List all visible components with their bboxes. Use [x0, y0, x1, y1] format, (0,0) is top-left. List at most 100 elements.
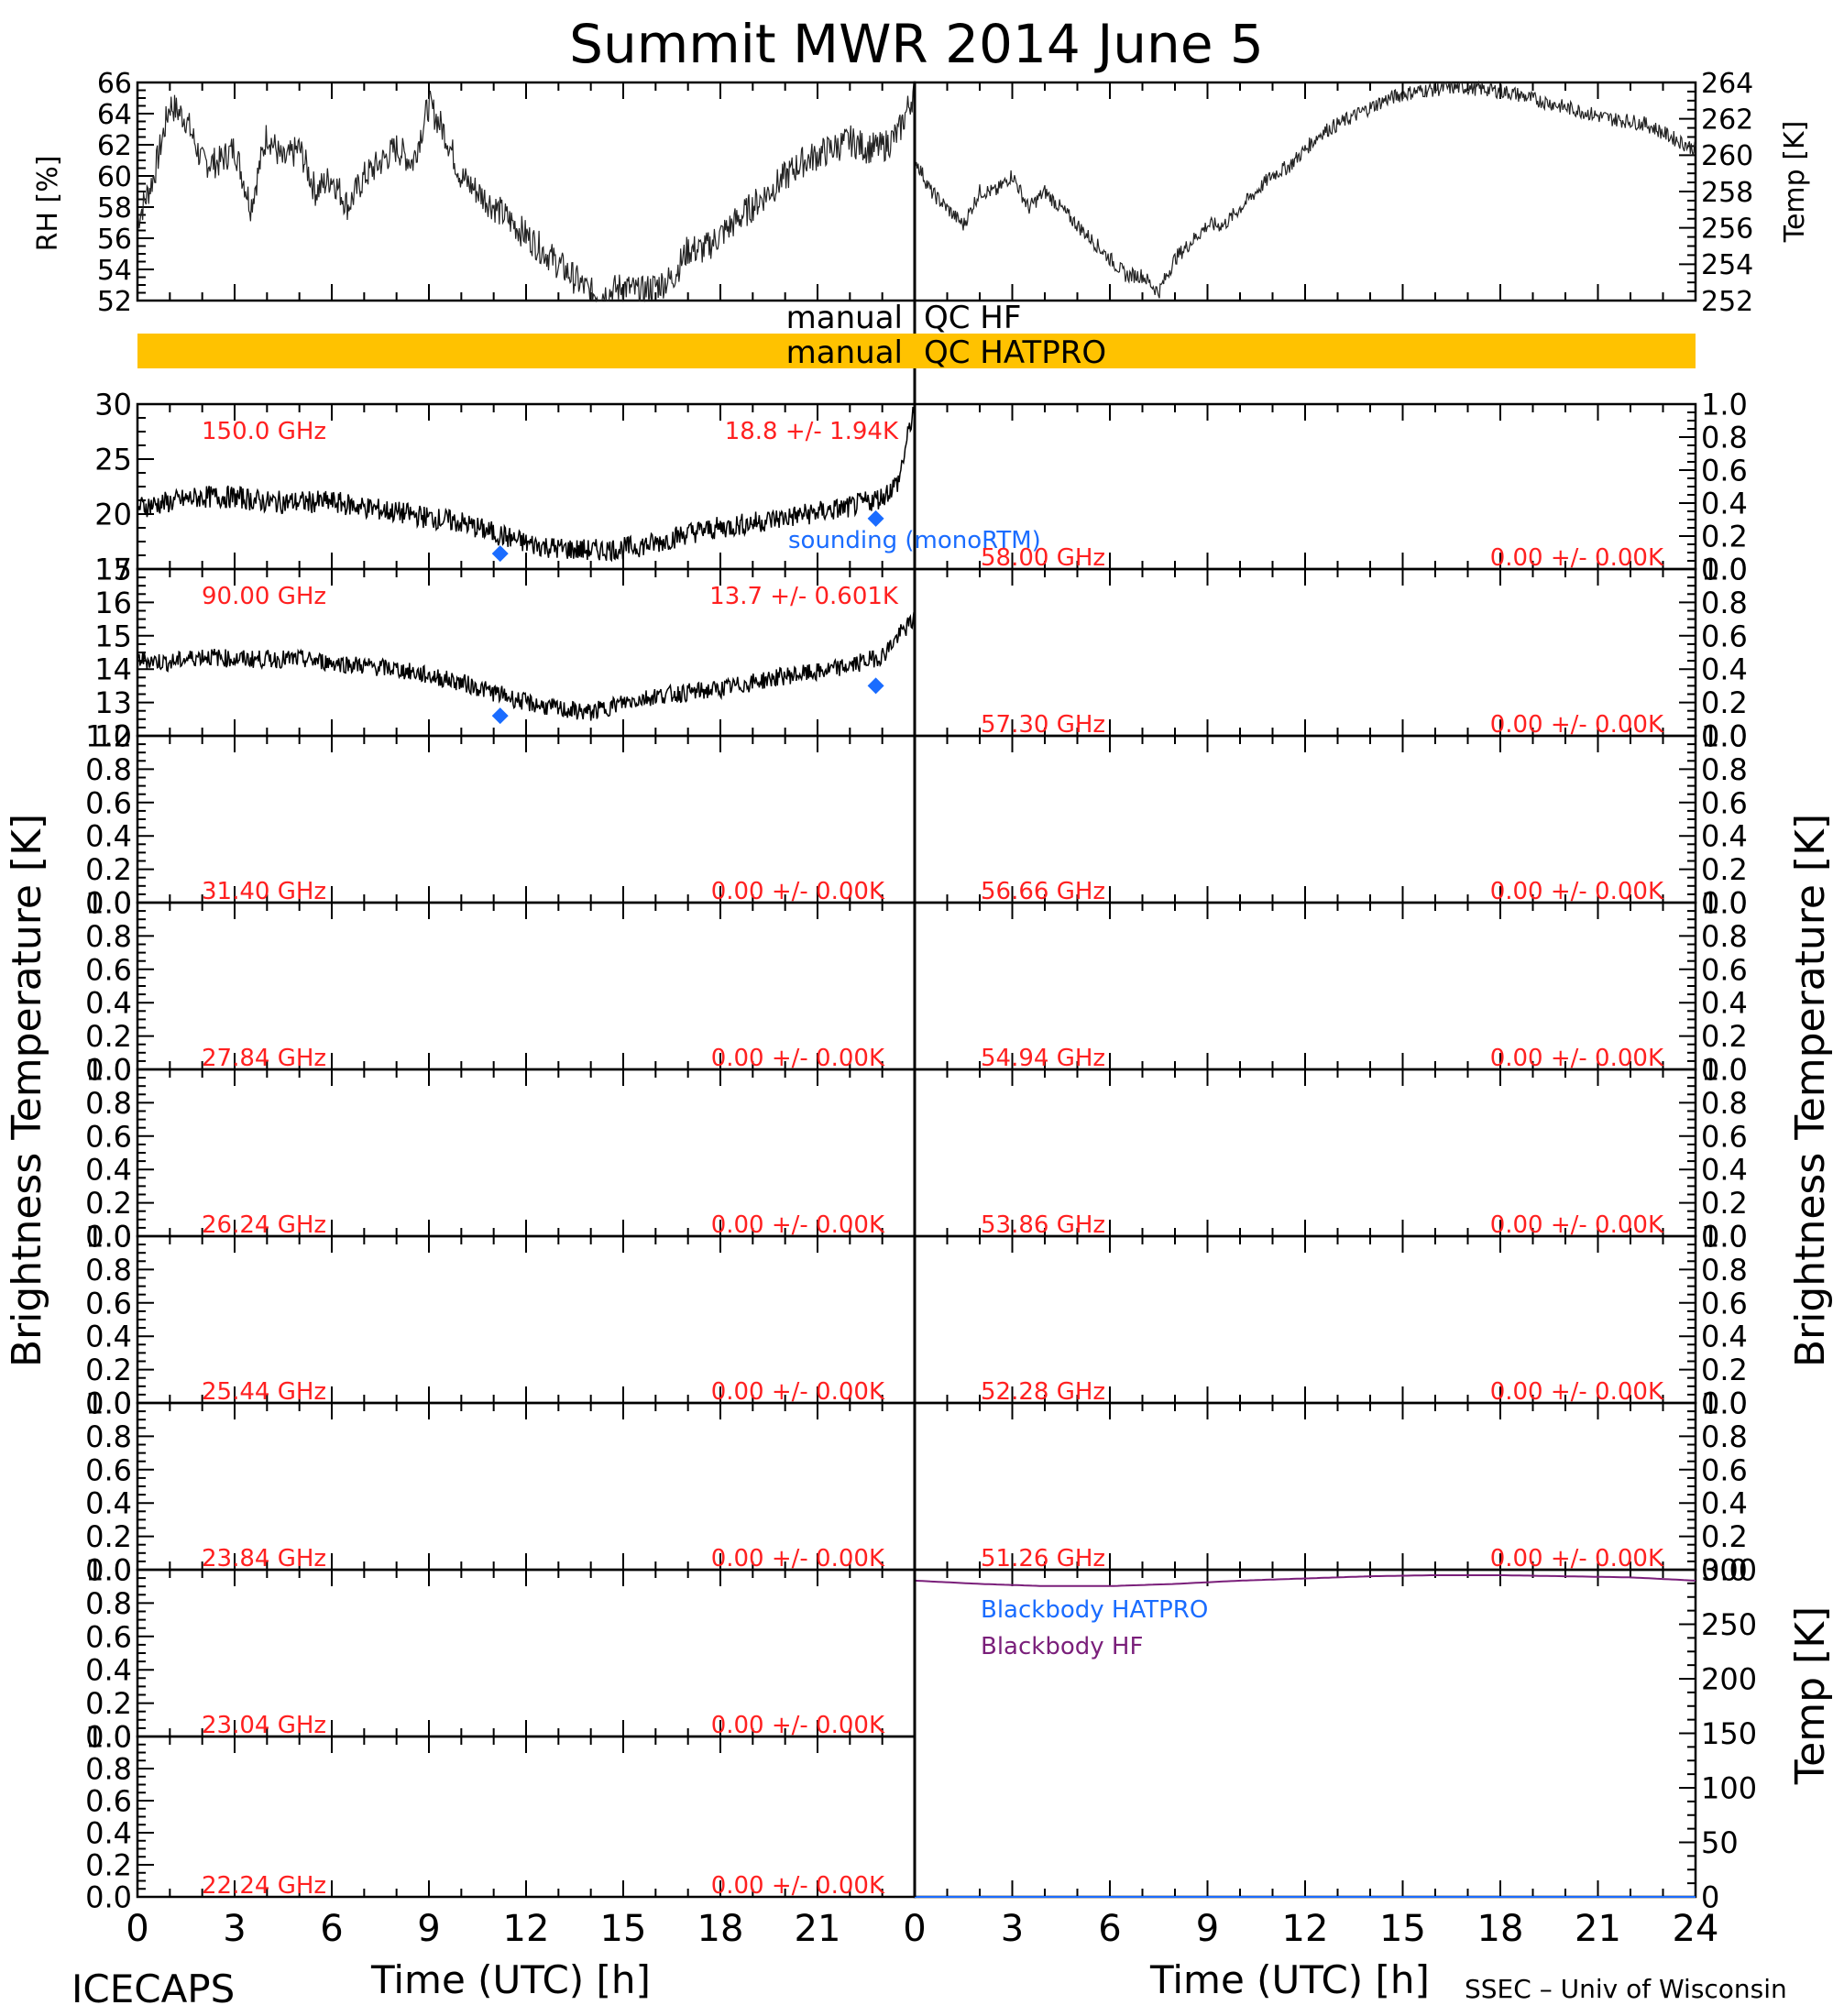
blackbody-hf-line [914, 1574, 1696, 1587]
left-tick-label: 0.4 [85, 1486, 132, 1521]
channel-stats: 0.00 +/- 0.00K [711, 878, 885, 905]
blackbody-tick-label: 300 [1701, 1553, 1757, 1588]
left-tick-label: 0.6 [85, 1452, 132, 1487]
right-tick-label: 0.0 [1701, 1053, 1748, 1088]
temp-trace [914, 80, 1696, 299]
left-tick-label: 0.2 [85, 1686, 132, 1721]
channel-stats: 0.00 +/- 0.00K [711, 1211, 885, 1239]
right-tick-label: 0.8 [1701, 1086, 1748, 1121]
left-tick-label: 0.0 [85, 1220, 132, 1255]
channel-stats: 0.00 +/- 0.00K [1490, 544, 1664, 572]
left-tick-label: 1.0 [85, 1720, 132, 1755]
right-tick-label: 0.0 [1701, 719, 1748, 754]
left-tick-label: 0.4 [85, 1320, 132, 1354]
left-tick-label: 0.6 [85, 1286, 132, 1320]
left-tick-label: 0.6 [85, 1119, 132, 1154]
channel-label: 54.94 GHz [981, 1045, 1105, 1072]
left-tick-label: 12 [94, 719, 132, 754]
rh-tick-label: 54 [97, 255, 132, 287]
temp-tick-label: 260 [1701, 140, 1753, 172]
left-tick-label: 0.8 [85, 1253, 132, 1287]
temp-tick-label: 252 [1701, 286, 1753, 318]
y-axis-label-right-bt: Brightness Temperature [K] [1787, 814, 1833, 1367]
temp-tick-label: 262 [1701, 104, 1753, 136]
left-tick-label: 1.0 [85, 886, 132, 921]
footer-right: SSEC – Univ of Wisconsin [1465, 1974, 1787, 2004]
right-tick-label: 1.0 [1701, 1053, 1748, 1088]
channel-label: 31.40 GHz [202, 878, 326, 905]
channel-stats: 0.00 +/- 0.00K [711, 1872, 885, 1900]
right-tick-label: 1.0 [1701, 553, 1748, 587]
x-tick-label: 3 [223, 1908, 246, 1950]
left-tick-label: 15 [94, 619, 132, 653]
sounding-marker [867, 677, 884, 695]
right-tick-label: 0.4 [1701, 819, 1748, 854]
left-tick-label: 16 [94, 586, 132, 620]
x-tick-label: 3 [1001, 1908, 1024, 1950]
channel-stats: 0.00 +/- 0.00K [711, 1545, 885, 1572]
channel-label: 150.0 GHz [202, 418, 326, 445]
y-axis-label-temp-bottom: Temp [K] [1787, 1606, 1833, 1785]
channel-stats: 0.00 +/- 0.00K [1490, 1378, 1664, 1406]
x-tick-label: 9 [417, 1908, 440, 1950]
right-tick-label: 0.8 [1701, 752, 1748, 787]
x-axis-label-right: Time (UTC) [h] [1149, 1957, 1430, 2002]
right-tick-label: 0.8 [1701, 586, 1748, 620]
left-tick-label: 0.0 [85, 1053, 132, 1088]
left-tick-label: 0.2 [85, 1019, 132, 1054]
channel-stats: 0.00 +/- 0.00K [1490, 1545, 1664, 1572]
left-tick-label: 0.4 [85, 986, 132, 1021]
left-tick-label: 0.6 [85, 1619, 132, 1654]
channel-label: 23.04 GHz [202, 1712, 326, 1739]
x-tick-label: 18 [697, 1908, 744, 1950]
channel-label: 26.24 GHz [202, 1211, 326, 1239]
left-tick-label: 0.6 [85, 1784, 132, 1819]
right-tick-label: 0.8 [1701, 421, 1748, 455]
rh-tick-label: 52 [97, 286, 132, 318]
channel-stats: 0.00 +/- 0.00K [711, 1045, 885, 1072]
left-tick-label: 0.2 [85, 1186, 132, 1221]
left-tick-label: 0.2 [85, 1848, 132, 1883]
left-tick-label: 0.0 [85, 1386, 132, 1421]
left-tick-label: 1.0 [85, 719, 132, 754]
left-tick-label: 0.6 [85, 952, 132, 987]
x-tick-label: 6 [1098, 1908, 1121, 1950]
right-tick-label: 0.6 [1701, 619, 1748, 653]
y-axis-label-rh: RH [%] [32, 156, 64, 252]
sounding-marker [491, 707, 509, 725]
right-tick-label: 0.0 [1701, 886, 1748, 921]
x-tick-label: 12 [1282, 1908, 1329, 1950]
left-tick-label: 0.8 [85, 1586, 132, 1621]
temp-tick-label: 258 [1701, 177, 1753, 209]
left-tick-label: 0.0 [85, 1720, 132, 1755]
left-tick-label: 13 [94, 685, 132, 720]
channel-label: 25.44 GHz [202, 1378, 326, 1406]
right-tick-label: 0.2 [1701, 1353, 1748, 1387]
right-tick-label: 0.2 [1701, 1019, 1748, 1054]
channel-stats: 0.00 +/- 0.00K [1490, 1045, 1664, 1072]
rh-trace [137, 82, 915, 303]
x-tick-label: 24 [1673, 1908, 1719, 1950]
qc-hf-left-label: manual [786, 300, 903, 336]
right-tick-label: 1.0 [1701, 1386, 1748, 1421]
qc-hf-right-label: QC HF [924, 300, 1021, 336]
temp-tick-label: 264 [1701, 68, 1753, 100]
right-tick-label: 0.4 [1701, 1153, 1748, 1188]
channel-label: 56.66 GHz [981, 878, 1105, 905]
left-tick-label: 0.8 [85, 1752, 132, 1787]
channel-label: 27.84 GHz [202, 1045, 326, 1072]
blackbody-tick-label: 200 [1701, 1662, 1757, 1697]
left-tick-label: 1.0 [85, 1553, 132, 1588]
x-tick-label: 9 [1196, 1908, 1219, 1950]
right-tick-label: 0.8 [1701, 919, 1748, 954]
right-tick-label: 0.6 [1701, 1286, 1748, 1320]
blackbody-tick-label: 150 [1701, 1716, 1757, 1751]
right-tick-label: 0.4 [1701, 652, 1748, 687]
blackbody-tick-label: 250 [1701, 1607, 1757, 1642]
right-tick-label: 0.0 [1701, 1553, 1748, 1588]
right-tick-label: 0.8 [1701, 1253, 1748, 1287]
rh-tick-label: 60 [97, 161, 132, 193]
bt-trace [137, 611, 916, 721]
